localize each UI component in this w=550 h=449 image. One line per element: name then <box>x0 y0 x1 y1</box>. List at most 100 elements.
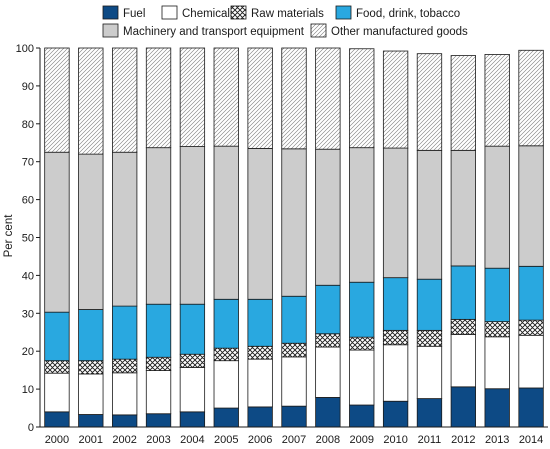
y-tick-label: 80 <box>22 119 34 131</box>
y-axis-title: Per cent <box>3 214 15 258</box>
legend-item-other-manufactured-goods: Other manufactured goods <box>310 23 468 38</box>
bar-segment-machinery-and-transport-equipment <box>179 146 206 305</box>
legend-swatch <box>102 23 119 38</box>
bar-segment-chemicals <box>112 372 138 416</box>
bar-segment-fuel <box>179 411 206 428</box>
bar-segment-fuel <box>349 404 375 428</box>
bar-segment-machinery-and-transport-equipment <box>416 149 443 280</box>
bar-segment-fuel <box>145 413 172 428</box>
bar-segment-machinery-and-transport-equipment <box>247 148 273 300</box>
bar-segment-other-manufactured-goods <box>450 55 476 151</box>
legend-label: Machinery and transport equipment <box>123 26 305 38</box>
bar-segment-raw-materials <box>450 318 476 335</box>
y-tick-label: 100 <box>16 43 34 55</box>
bar-segment-other-manufactured-goods <box>349 48 375 149</box>
bar-segment-food-drink-tobacco <box>213 298 239 349</box>
bar-segment-chemicals <box>484 336 510 390</box>
x-tick-label: 2001 <box>79 434 103 446</box>
bar-group-2011 <box>416 53 443 428</box>
bar-segment-chemicals <box>78 373 104 415</box>
x-tick-label: 2009 <box>349 434 373 446</box>
bar-segment-raw-materials <box>112 358 138 374</box>
bar-segment-food-drink-tobacco <box>416 278 443 331</box>
legend-label: Food, drink, tobacco <box>356 8 460 20</box>
bar-segment-food-drink-tobacco <box>484 267 510 323</box>
bar-segment-chemicals <box>416 345 443 399</box>
bar-segment-machinery-and-transport-equipment <box>382 147 409 279</box>
bar-segment-raw-materials <box>349 336 375 351</box>
x-tick-label: 2011 <box>418 434 442 446</box>
legend-label: Raw materials <box>251 8 324 20</box>
bar-segment-chemicals <box>44 372 70 413</box>
bar-segment-food-drink-tobacco <box>450 265 476 320</box>
y-tick-label: 90 <box>22 81 34 93</box>
x-tick-label: 2010 <box>383 434 407 446</box>
x-tick-label: 2005 <box>214 434 238 446</box>
bar-segment-raw-materials <box>281 342 307 358</box>
y-axis: 0 10 20 30 40 50 60 70 80 90 100 <box>16 43 41 434</box>
bar-segment-chemicals <box>518 334 544 389</box>
bar-segment-chemicals <box>213 360 239 409</box>
bar-segment-food-drink-tobacco <box>349 281 375 338</box>
bar-segment-food-drink-tobacco <box>518 265 544 321</box>
bar-segment-machinery-and-transport-equipment <box>349 147 375 283</box>
legend-item-fuel: Fuel <box>102 5 145 20</box>
legend-label: Fuel <box>123 8 145 20</box>
bar-group-2013 <box>484 54 510 428</box>
bar-segment-food-drink-tobacco <box>44 311 70 362</box>
bar-segment-fuel <box>281 405 307 428</box>
x-tick-label: 2000 <box>45 434 69 446</box>
bar-segment-other-manufactured-goods <box>44 47 70 153</box>
bar-group-2005 <box>213 47 239 428</box>
legend: Fuel Chemicals Raw materials Food, drink, t… <box>102 5 468 38</box>
bar-segment-raw-materials <box>78 360 104 375</box>
bar-segment-food-drink-tobacco <box>145 303 172 358</box>
bar-segment-other-manufactured-goods <box>213 47 239 147</box>
bar-segment-other-manufactured-goods <box>416 53 443 151</box>
bar-segment-fuel <box>518 387 544 428</box>
bar-segment-other-manufactured-goods <box>145 47 172 149</box>
legend-item-chemicals: Chemicals <box>161 5 236 20</box>
x-tick-label: 2003 <box>146 434 170 446</box>
bar-segment-raw-materials <box>44 360 70 374</box>
y-tick-label: 40 <box>22 270 34 282</box>
bar-segment-other-manufactured-goods <box>484 54 510 147</box>
y-tick-label: 50 <box>22 233 34 245</box>
bar-segment-fuel <box>213 407 239 428</box>
bar-segment-raw-materials <box>247 345 273 360</box>
bar-segment-raw-materials <box>315 333 341 348</box>
bar-group-2004 <box>179 47 206 428</box>
bar-segment-chemicals <box>179 367 206 413</box>
bar-segment-food-drink-tobacco <box>382 277 409 331</box>
bar-segment-machinery-and-transport-equipment <box>315 148 341 286</box>
bar-group-2001 <box>78 47 104 428</box>
bar-segment-other-manufactured-goods <box>281 47 307 150</box>
bar-segment-other-manufactured-goods <box>518 49 544 147</box>
bar-segment-machinery-and-transport-equipment <box>450 149 476 267</box>
bar-segment-fuel <box>78 414 104 428</box>
bar-group-2003 <box>145 47 172 428</box>
bar-segment-food-drink-tobacco <box>112 305 138 360</box>
bar-segment-food-drink-tobacco <box>315 284 341 335</box>
bar-segment-chemicals <box>349 349 375 406</box>
x-tick-label: 2014 <box>519 434 543 446</box>
bar-segment-other-manufactured-goods <box>382 50 409 149</box>
legend-swatch <box>310 23 327 38</box>
x-tick-label: 2002 <box>112 434 136 446</box>
bar-group-2007 <box>281 47 307 428</box>
bar-group-2006 <box>247 47 273 428</box>
bar-group-2012 <box>450 55 476 428</box>
bar-segment-chemicals <box>145 370 172 415</box>
bar-group-2014 <box>518 49 544 428</box>
bar-segment-food-drink-tobacco <box>179 303 206 355</box>
legend-label: Chemicals <box>182 8 236 20</box>
bar-segment-other-manufactured-goods <box>112 47 138 153</box>
legend-item-machinery-and-transport-equipment: Machinery and transport equipment <box>102 23 305 38</box>
bar-segment-raw-materials <box>145 356 172 371</box>
bar-segment-food-drink-tobacco <box>247 298 273 347</box>
bar-segment-fuel <box>247 406 273 428</box>
bar-segment-machinery-and-transport-equipment <box>44 151 70 313</box>
bar-segment-fuel <box>416 398 443 428</box>
y-tick-label: 10 <box>22 384 34 396</box>
y-tick-label: 60 <box>22 195 34 207</box>
